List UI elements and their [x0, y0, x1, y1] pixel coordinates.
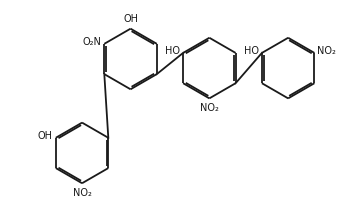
Text: NO₂: NO₂ — [200, 103, 219, 113]
Text: HO: HO — [244, 46, 259, 56]
Text: NO₂: NO₂ — [318, 46, 336, 56]
Text: NO₂: NO₂ — [73, 188, 91, 198]
Text: O₂N: O₂N — [82, 37, 101, 47]
Text: OH: OH — [123, 14, 138, 24]
Text: HO: HO — [165, 46, 180, 56]
Text: OH: OH — [38, 131, 53, 141]
